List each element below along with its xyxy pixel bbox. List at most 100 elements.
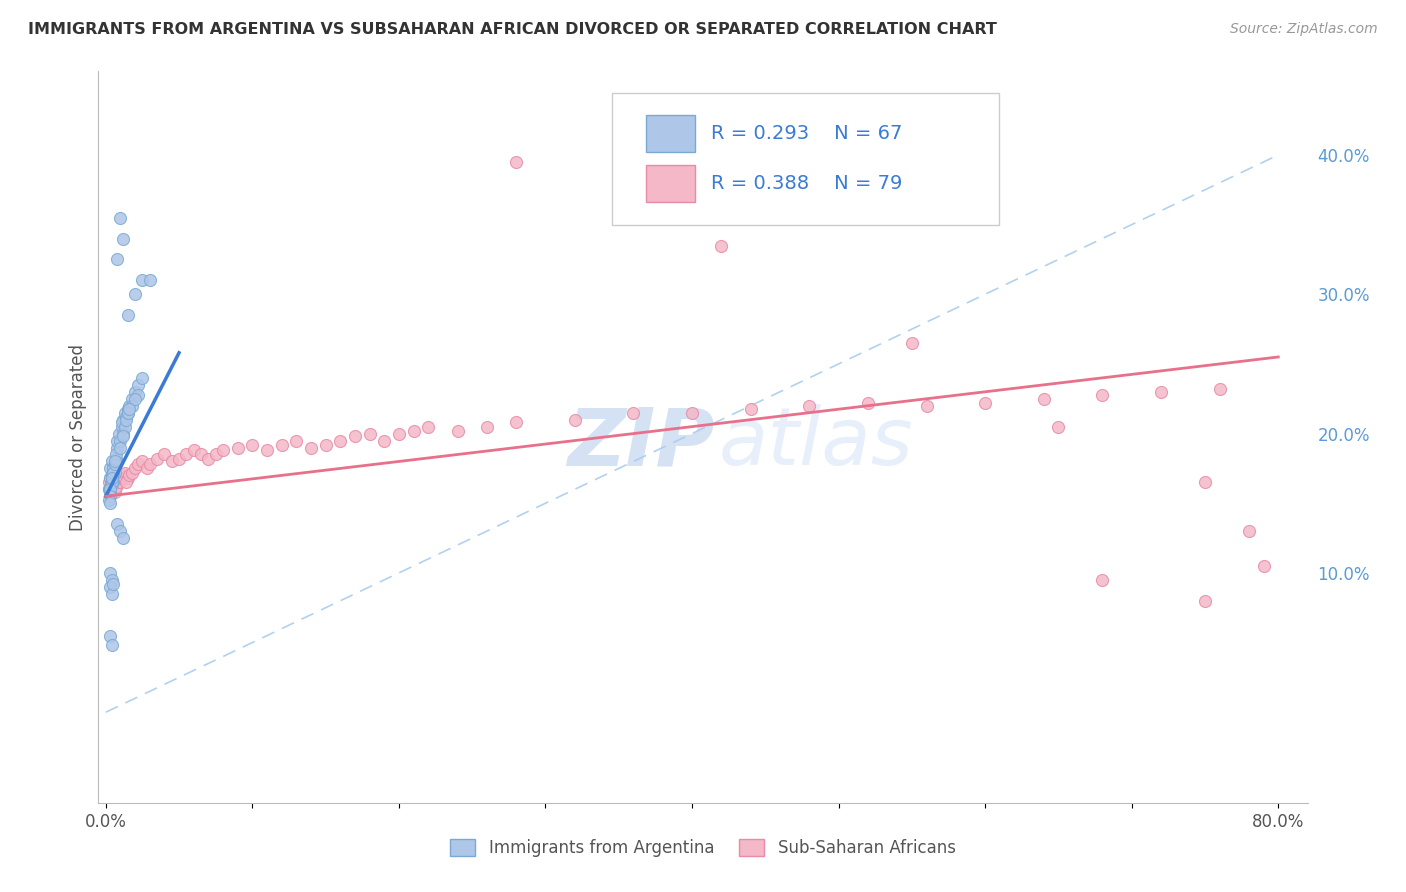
Point: [114, 419, 136, 434]
Point: [299, 441, 322, 455]
Point: [98, 479, 121, 493]
Point: [131, 273, 153, 287]
Point: [100, 468, 122, 483]
Point: [127, 377, 149, 392]
Point: [176, 448, 198, 462]
Point: [256, 443, 278, 458]
Point: [100, 468, 122, 483]
Point: [285, 434, 308, 448]
Point: [197, 451, 219, 466]
Point: [190, 448, 212, 462]
Bar: [647, 165, 695, 202]
Point: [118, 401, 141, 416]
Point: [1032, 392, 1054, 406]
Point: [98, 580, 121, 594]
Point: [127, 457, 149, 471]
Point: [98, 485, 121, 500]
Point: [1237, 524, 1260, 538]
Point: [103, 454, 125, 468]
Point: [1194, 475, 1216, 490]
Point: [98, 479, 121, 493]
Point: [915, 399, 938, 413]
Point: [167, 451, 190, 466]
Point: [103, 485, 125, 500]
Point: [100, 475, 122, 490]
Text: atlas: atlas: [718, 404, 912, 483]
Point: [98, 483, 121, 497]
Point: [103, 466, 125, 480]
Point: [105, 479, 128, 493]
Point: [1253, 558, 1275, 573]
Point: [681, 406, 703, 420]
Point: [97, 483, 120, 497]
Point: [101, 461, 124, 475]
Point: [1047, 419, 1070, 434]
Point: [100, 468, 122, 483]
Point: [98, 471, 121, 485]
Point: [105, 448, 128, 462]
Point: [98, 485, 121, 500]
Point: [315, 438, 337, 452]
Point: [117, 401, 139, 416]
Point: [138, 273, 160, 287]
Point: [226, 441, 249, 455]
Point: [103, 457, 125, 471]
FancyBboxPatch shape: [613, 94, 1000, 225]
Point: [100, 454, 122, 468]
Point: [117, 308, 139, 322]
Point: [121, 392, 143, 406]
Point: [100, 475, 122, 490]
Point: [138, 457, 160, 471]
Point: [901, 336, 924, 351]
Point: [564, 412, 586, 426]
Y-axis label: Divorced or Separated: Divorced or Separated: [69, 343, 87, 531]
Point: [105, 451, 128, 466]
Point: [505, 155, 527, 169]
Point: [110, 441, 132, 455]
Point: [115, 475, 138, 490]
Point: [97, 475, 120, 490]
Point: [107, 441, 129, 455]
Point: [135, 461, 157, 475]
Point: [101, 471, 124, 485]
Point: [110, 524, 132, 538]
Point: [115, 412, 138, 426]
Point: [124, 287, 146, 301]
Point: [101, 475, 124, 490]
Point: [100, 587, 122, 601]
Point: [112, 426, 135, 441]
Point: [110, 475, 132, 490]
Point: [98, 629, 121, 643]
Point: [98, 566, 121, 580]
Point: [108, 471, 131, 485]
Point: [146, 451, 169, 466]
Point: [118, 399, 141, 413]
Point: [111, 416, 134, 430]
Point: [110, 468, 132, 483]
Point: [418, 419, 440, 434]
Point: [107, 517, 129, 532]
Point: [112, 412, 135, 426]
Point: [100, 471, 122, 485]
Point: [107, 475, 129, 490]
Point: [111, 419, 134, 434]
Point: [98, 489, 121, 503]
Point: [121, 399, 143, 413]
Point: [112, 531, 135, 545]
Point: [740, 401, 762, 416]
Point: [124, 384, 146, 399]
Point: [131, 454, 153, 468]
Point: [329, 434, 352, 448]
Point: [1150, 384, 1173, 399]
Point: [475, 419, 498, 434]
Point: [373, 434, 395, 448]
Point: [110, 434, 132, 448]
Point: [621, 406, 644, 420]
Point: [359, 426, 381, 441]
Text: ZIP: ZIP: [567, 404, 714, 483]
Point: [103, 457, 125, 471]
Point: [856, 396, 879, 410]
Point: [100, 639, 122, 653]
Point: [402, 424, 425, 438]
Point: [121, 466, 143, 480]
